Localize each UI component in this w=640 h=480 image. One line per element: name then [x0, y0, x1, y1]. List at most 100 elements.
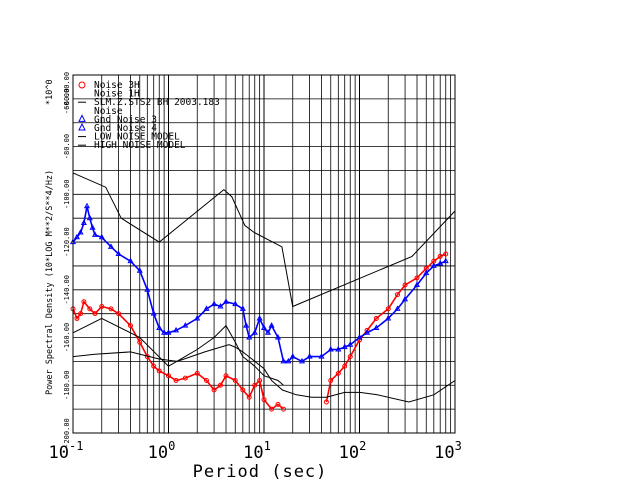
data-point-gnd-noise-3 [341, 343, 348, 350]
legend-label: Noise [94, 106, 123, 117]
data-point-noise-3h [173, 377, 179, 383]
data-point-gnd-noise-3 [256, 314, 263, 321]
data-point-gnd-noise-3 [150, 310, 157, 316]
legend-label: Noise 3H [94, 80, 140, 91]
data-point-noise-3h [87, 306, 93, 312]
data-point-gnd-noise-3 [335, 345, 342, 352]
series-high-noise-model [72, 172, 456, 308]
data-point-gnd-noise-3 [246, 333, 253, 340]
data-point-gnd-noise-3 [165, 329, 172, 335]
data-point-noise-3h [99, 304, 105, 310]
data-point-noise-3h [137, 339, 143, 345]
data-point-noise-3h [252, 382, 258, 388]
data-point-noise-3h [232, 377, 238, 383]
legend-item: Noise 3H [78, 80, 140, 91]
data-point-noise-3h [443, 251, 449, 257]
data-point-noise-3h [323, 399, 329, 405]
legend-symbol-triangle [78, 122, 86, 131]
data-point-gnd-noise-3 [306, 353, 313, 359]
data-point-noise-3h [151, 363, 157, 369]
data-point-noise-3h [257, 377, 263, 383]
series-line-noise-1h [72, 317, 284, 386]
data-point-noise-3h [246, 394, 252, 400]
data-point-noise-3h [116, 311, 122, 317]
data-point-noise-3h [211, 387, 217, 393]
data-point-gnd-noise-3 [107, 243, 115, 249]
data-point-noise-3h [335, 370, 341, 376]
data-point-noise-3h [240, 387, 246, 393]
legend-label: Gnd Noise 4 [94, 123, 157, 134]
legend-label: Gnd Noise 3 [94, 114, 157, 125]
data-point-noise-3h [108, 306, 114, 312]
x-tick-labels: 10-1 100 101 102 103 [49, 439, 462, 463]
y-tick-labels: -60.0 -80.00 -100.00 -120.00 -140.00 -160.00 -… [63, 72, 71, 448]
legend-label: SLM.Z.STS2 BH 2003.183 [94, 97, 220, 108]
data-point-noise-3h [127, 323, 133, 329]
data-point-noise-3h [182, 375, 188, 381]
legend-symbol-circle [78, 81, 86, 89]
data-point-gnd-noise-3 [373, 324, 380, 330]
data-point-gnd-noise-3 [217, 302, 224, 309]
data-point-gnd-noise-3 [89, 224, 96, 230]
data-point-gnd-noise-3 [260, 324, 268, 330]
data-point-gnd-noise-3 [385, 314, 392, 321]
series-line-high-noise-model [72, 172, 456, 308]
x-tick-label: 102 [339, 439, 367, 463]
legend-label: HIGH NOISE MODEL [94, 140, 186, 151]
data-point-gnd-noise-3 [136, 267, 143, 273]
series-layer [69, 172, 456, 412]
data-point-gnd-noise-3 [98, 233, 105, 240]
data-point-gnd-noise-3 [437, 260, 444, 266]
data-point-gnd-noise-3 [394, 305, 401, 311]
y-axis-label: Power Spectral Density (10*LOG M**2/S**4… [45, 170, 55, 395]
data-point-noise-3h [414, 275, 420, 281]
data-point-gnd-noise-3 [430, 262, 437, 268]
legend-item: SLM.Z.STS2 BH 2003.183 [78, 97, 220, 108]
y-tick-label-top: -60.000.00 [63, 72, 71, 114]
legend-item: HIGH NOISE MODEL [78, 140, 186, 151]
grid-lines [72, 74, 455, 434]
y-tick-label: -100.00 [63, 180, 71, 210]
y-tick-label: -140.00 [63, 275, 71, 305]
legend-item: LOW NOISE MODEL [78, 132, 180, 143]
data-point-gnd-noise-3 [156, 324, 163, 330]
data-point-noise-3h [269, 406, 275, 412]
data-point-gnd-noise-3 [173, 326, 180, 333]
data-point-noise-3h [373, 315, 379, 321]
data-point-gnd-noise-3 [268, 322, 275, 328]
data-point-gnd-noise-3 [251, 329, 258, 335]
legend-label: LOW NOISE MODEL [94, 132, 180, 143]
data-point-gnd-noise-3 [239, 305, 246, 311]
data-point-noise-3h [81, 299, 87, 305]
legend-item: Noise [94, 106, 123, 117]
x-tick-label: 103 [434, 439, 462, 463]
data-point-gnd-noise-3 [413, 281, 421, 288]
data-point-noise-3h [275, 401, 281, 407]
data-point-noise-3h [437, 253, 443, 259]
y-multiplier-label: *10^0 [45, 79, 55, 105]
data-point-gnd-noise-3 [442, 257, 449, 264]
series-low-noise-model [72, 344, 456, 403]
data-point-gnd-noise-3 [91, 231, 99, 237]
data-point-gnd-noise-3 [115, 250, 122, 256]
series-line-low-noise-model [72, 344, 456, 403]
data-point-gnd-noise-3 [280, 357, 287, 364]
y-tick-label: -120.00 [63, 227, 71, 257]
y-tick-label: -200.00 [63, 418, 71, 448]
data-point-gnd-noise-3 [347, 341, 354, 347]
data-point-noise-3h [347, 354, 353, 360]
data-point-gnd-noise-3 [73, 233, 80, 240]
data-point-noise-3h [166, 373, 171, 379]
data-point-noise-3h [194, 370, 200, 376]
data-point-gnd-noise-3 [264, 329, 271, 335]
data-point-noise-3h [261, 397, 267, 403]
data-point-gnd-noise-3 [80, 219, 87, 225]
y-tick-label: -60.0 [63, 88, 71, 109]
data-point-noise-3h [280, 406, 286, 412]
data-point-gnd-noise-3 [232, 300, 239, 307]
data-point-gnd-noise-3 [194, 314, 201, 321]
data-point-noise-3h [74, 315, 80, 321]
data-point-gnd-noise-3 [318, 353, 325, 359]
data-point-gnd-noise-3 [222, 298, 230, 304]
